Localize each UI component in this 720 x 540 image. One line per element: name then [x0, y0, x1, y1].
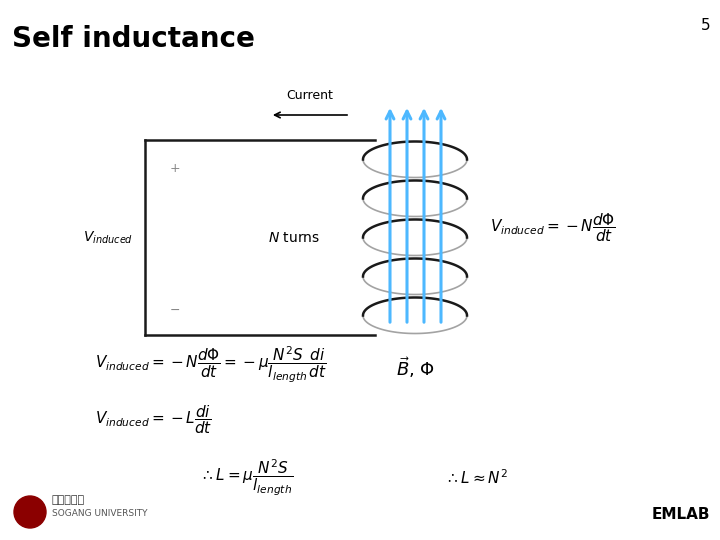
Text: $V_{induced} = -N\dfrac{d\Phi}{dt}$: $V_{induced} = -N\dfrac{d\Phi}{dt}$	[490, 211, 616, 244]
Text: $N$ turns: $N$ turns	[268, 231, 320, 245]
Text: EMLAB: EMLAB	[652, 507, 710, 522]
Text: $\therefore L \approx N^2$: $\therefore L \approx N^2$	[445, 469, 508, 487]
Circle shape	[14, 496, 46, 528]
Text: 5: 5	[701, 18, 710, 33]
Text: Current: Current	[287, 89, 333, 102]
Text: $V_{induced}$: $V_{induced}$	[83, 230, 133, 246]
Text: 서강대학교: 서강대학교	[52, 495, 85, 505]
Text: Self inductance: Self inductance	[12, 25, 255, 53]
Text: $V_{induced} = -L\dfrac{di}{dt}$: $V_{induced} = -L\dfrac{di}{dt}$	[95, 403, 212, 436]
Text: +: +	[170, 161, 180, 174]
Text: $\vec{B}$, $\Phi$: $\vec{B}$, $\Phi$	[395, 355, 434, 380]
Text: $V_{induced} = -N\dfrac{d\Phi}{dt} = -\mu\dfrac{N^2 S}{l_{length}}\dfrac{di}{dt}: $V_{induced} = -N\dfrac{d\Phi}{dt} = -\m…	[95, 345, 327, 385]
Text: SOGANG UNIVERSITY: SOGANG UNIVERSITY	[52, 509, 148, 518]
Text: $\therefore L = \mu\dfrac{N^2 S}{l_{length}}$: $\therefore L = \mu\dfrac{N^2 S}{l_{leng…	[200, 458, 293, 498]
Text: −: −	[170, 303, 180, 316]
